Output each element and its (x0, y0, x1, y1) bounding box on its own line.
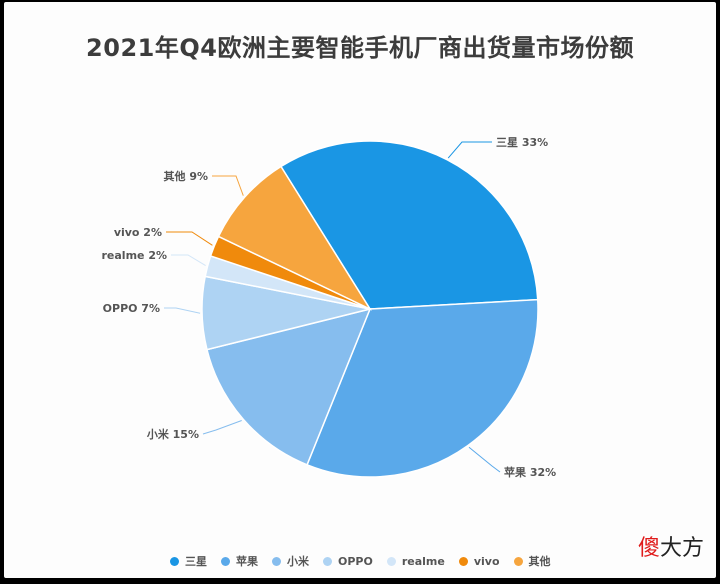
leader-line-6 (212, 175, 244, 196)
legend-dot-0 (170, 556, 179, 566)
legend-item-4: realme (386, 554, 445, 568)
legend-label-3: OPPO (338, 554, 373, 568)
legend-dot-5 (458, 556, 468, 566)
legend-dot-3 (323, 556, 332, 566)
slice-label-4: realme 2% (101, 249, 167, 262)
legend-dot-4 (386, 556, 396, 566)
leader-line-4 (171, 254, 206, 267)
legend-item-3: OPPO (323, 555, 373, 568)
pie-slice-2 (206, 307, 372, 466)
legend-label-6: 其他 (528, 555, 551, 568)
legend-item-0: 三星 (170, 553, 207, 569)
slice-label-1: 苹果 32% (504, 465, 556, 479)
legend-item-6: 其他 (513, 553, 551, 569)
legend-label-0: 三星 (185, 555, 207, 568)
slice-label-0: 三星 33% (496, 136, 548, 149)
slice-label-3: OPPO 7% (103, 302, 160, 315)
legend-label-5: vivo (473, 554, 500, 568)
legend-item-5: vivo (458, 554, 500, 568)
legend-label-4: realme (401, 554, 445, 568)
chart-title: 2021年Q4欧洲主要智能手机厂商出货量市场份额 (86, 34, 634, 62)
pie-slice-0 (279, 140, 539, 310)
slice-label-5: vivo 2% (114, 226, 162, 239)
legend-dot-1 (221, 556, 230, 566)
watermark-char: 傻 (637, 536, 660, 561)
watermark-text: 大方 (659, 536, 704, 561)
pie-slice-6 (217, 165, 373, 311)
legend-dot-2 (272, 556, 281, 566)
leader-line-3 (164, 307, 201, 314)
leader-line-1 (468, 446, 501, 473)
leader-line-5 (166, 231, 213, 246)
slice-label-6: 其他 9% (163, 169, 208, 183)
legend-item-2: 小米 (272, 553, 309, 569)
leader-line-2 (202, 420, 242, 435)
legend-label-2: 小米 (287, 555, 309, 568)
legend-item-1: 苹果 (221, 553, 258, 569)
pie-slice-1 (306, 298, 539, 478)
leader-line-0 (447, 141, 492, 159)
legend-label-1: 苹果 (236, 555, 258, 568)
legend-dot-6 (513, 556, 523, 566)
watermark: 傻大方 (638, 530, 704, 562)
slice-label-2: 小米 15% (146, 427, 199, 441)
legend: 三星 苹果 小米 OPPO realme vivo 其他 (170, 552, 551, 570)
